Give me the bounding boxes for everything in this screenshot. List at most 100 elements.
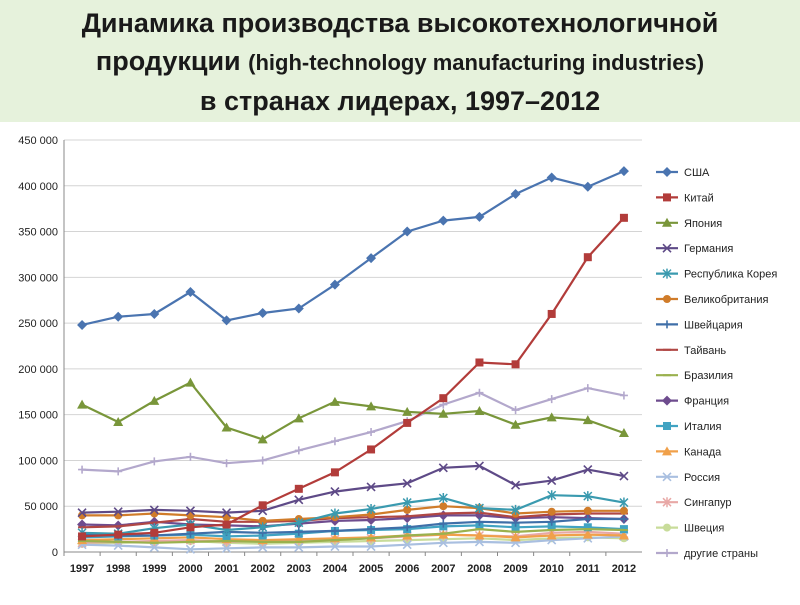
data-point bbox=[474, 503, 484, 514]
legend-swatch-marker bbox=[662, 395, 672, 406]
data-point bbox=[619, 506, 628, 515]
data-point bbox=[222, 459, 231, 468]
x-tick-label: 2000 bbox=[178, 563, 202, 575]
data-point bbox=[366, 503, 376, 514]
legend-item: Италия bbox=[656, 421, 722, 433]
legend-label: Сингапур bbox=[684, 497, 732, 509]
data-point bbox=[149, 542, 159, 552]
line-chart: 0 50 000 100 000 150 000 200 000 250 000 300 0… bbox=[18, 135, 777, 575]
data-point bbox=[294, 484, 303, 493]
series-Япония bbox=[77, 377, 629, 444]
data-point bbox=[185, 377, 196, 387]
data-point bbox=[367, 445, 376, 454]
series-line bbox=[82, 386, 625, 473]
legend-label: Республика Корея bbox=[684, 269, 777, 281]
series-line bbox=[82, 217, 625, 538]
data-point bbox=[366, 541, 376, 552]
data-point bbox=[474, 461, 485, 471]
data-point bbox=[511, 518, 520, 527]
series-Китай bbox=[78, 213, 628, 541]
data-point bbox=[367, 525, 376, 534]
data-point bbox=[546, 512, 557, 523]
data-point bbox=[367, 510, 376, 519]
data-point bbox=[583, 506, 592, 515]
data-point bbox=[438, 492, 448, 503]
legend-swatch-marker bbox=[662, 217, 672, 227]
data-point bbox=[185, 286, 196, 297]
x-tick-label: 2002 bbox=[250, 563, 274, 575]
data-point bbox=[329, 279, 340, 290]
legend-label: Швейцария bbox=[684, 319, 743, 331]
data-point bbox=[510, 419, 521, 429]
legend-item: Великобритания bbox=[656, 294, 769, 306]
data-point bbox=[439, 519, 448, 528]
data-point bbox=[619, 391, 628, 400]
data-point bbox=[438, 408, 449, 418]
data-point bbox=[403, 523, 412, 532]
data-point bbox=[114, 467, 123, 476]
chart-panel: 0 50 000 100 000 150 000 200 000 250 000 300 0… bbox=[0, 128, 800, 600]
legend-item: Швеция bbox=[656, 523, 724, 535]
title-line-2-sub: (high-technology manufacturing industrie… bbox=[248, 50, 705, 75]
legend-label: США bbox=[684, 167, 710, 179]
data-point bbox=[149, 395, 160, 405]
data-point bbox=[438, 538, 448, 548]
x-tick-label: 1998 bbox=[106, 563, 130, 575]
data-point bbox=[511, 406, 520, 415]
data-point bbox=[258, 522, 268, 533]
legend-swatch-marker bbox=[662, 446, 672, 456]
data-point bbox=[474, 211, 485, 222]
data-point bbox=[185, 506, 196, 516]
data-point bbox=[113, 416, 124, 426]
legend-swatch-marker bbox=[663, 549, 671, 557]
data-point bbox=[221, 543, 232, 553]
legend-swatch-marker bbox=[663, 193, 671, 202]
legend-swatch-marker bbox=[663, 320, 671, 329]
data-point bbox=[583, 515, 592, 524]
data-point bbox=[330, 508, 340, 519]
series-line bbox=[82, 514, 624, 528]
legend-label: Швеция bbox=[684, 523, 724, 535]
data-point bbox=[113, 507, 123, 517]
data-point bbox=[439, 502, 448, 511]
data-point bbox=[222, 520, 231, 529]
y-tick-label: 450 000 bbox=[18, 135, 58, 147]
data-point bbox=[511, 504, 521, 515]
data-point bbox=[258, 501, 267, 510]
y-tick-label: 150 000 bbox=[18, 410, 58, 422]
legend-label: Япония bbox=[684, 218, 722, 230]
legend-label: Россия bbox=[684, 472, 720, 484]
x-tick-label: 1999 bbox=[142, 563, 166, 575]
data-point bbox=[474, 406, 485, 416]
x-tick-label: 2007 bbox=[431, 563, 455, 575]
data-point bbox=[619, 471, 629, 481]
legend-item: Канада bbox=[656, 446, 722, 458]
data-point bbox=[186, 523, 195, 532]
legend-label: Канада bbox=[684, 446, 722, 458]
data-point bbox=[150, 528, 159, 537]
legend-label: Италия bbox=[684, 421, 722, 433]
legend-item: Россия bbox=[656, 472, 720, 484]
data-point bbox=[149, 308, 160, 319]
legend-swatch-marker bbox=[663, 523, 671, 532]
data-point bbox=[77, 319, 88, 330]
x-tick-label: 2011 bbox=[576, 563, 600, 575]
data-point bbox=[439, 394, 448, 403]
series-Бразилия bbox=[78, 527, 628, 544]
x-tick-label: 2003 bbox=[287, 563, 311, 575]
data-point bbox=[185, 544, 196, 554]
y-tick-label: 250 000 bbox=[18, 318, 58, 330]
data-point bbox=[618, 427, 629, 437]
data-point bbox=[547, 476, 557, 486]
legend-swatch-marker bbox=[662, 167, 672, 177]
data-point bbox=[222, 532, 231, 541]
data-point bbox=[582, 529, 593, 539]
data-point bbox=[221, 315, 232, 326]
x-tick-label: 1997 bbox=[70, 563, 94, 575]
data-point bbox=[257, 434, 268, 444]
legend-item: Япония bbox=[656, 217, 722, 230]
y-tick-label: 50 000 bbox=[24, 501, 58, 513]
data-point bbox=[149, 505, 159, 515]
data-point bbox=[258, 456, 267, 465]
series-США bbox=[77, 166, 629, 330]
